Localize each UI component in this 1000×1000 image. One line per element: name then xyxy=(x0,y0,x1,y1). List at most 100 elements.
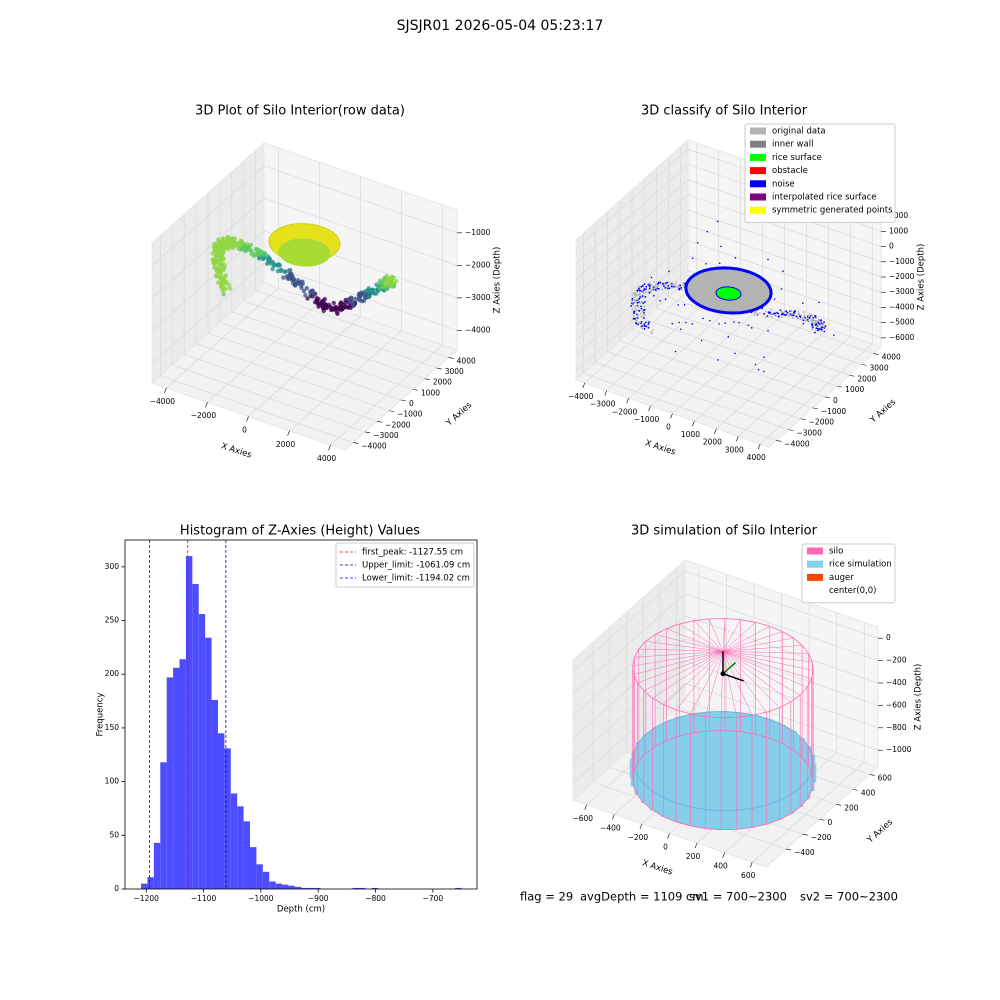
x-tick-label: −1000 xyxy=(248,894,274,903)
grid-line xyxy=(151,263,265,364)
scatter-point xyxy=(384,273,389,279)
silo-wire xyxy=(722,651,753,716)
scatter-point xyxy=(757,368,760,371)
bar xyxy=(275,883,283,889)
tick-mark xyxy=(802,833,808,836)
legend-label: rice simulation xyxy=(829,560,892,570)
scatter-point xyxy=(678,287,680,290)
scatter-point xyxy=(377,278,383,283)
scatter-point xyxy=(642,323,644,326)
scatter-point xyxy=(803,314,806,317)
grid-line xyxy=(687,240,882,308)
scatter-point xyxy=(662,282,664,285)
scatter-point xyxy=(644,295,647,298)
legend-label: Upper_limit: -1061.09 cm xyxy=(362,561,470,571)
scatter-point xyxy=(633,292,636,295)
scatter-point xyxy=(656,285,659,288)
scatter-point xyxy=(632,301,635,304)
scatter-point xyxy=(635,322,638,324)
scatter-point xyxy=(221,291,226,297)
scatter-point xyxy=(808,318,811,320)
scatter-point xyxy=(764,316,767,319)
scatter-point xyxy=(290,281,296,286)
bar xyxy=(141,883,148,889)
scatter-point xyxy=(734,257,737,259)
x-tick-label: −2000 xyxy=(191,411,217,420)
tick-mark xyxy=(604,390,607,396)
silo-rim xyxy=(632,730,814,831)
scatter-point xyxy=(639,296,642,298)
scatter-point xyxy=(263,252,268,257)
x-axis-label: Depth (cm) xyxy=(277,905,325,915)
scatter-point xyxy=(702,317,704,320)
scatter-point xyxy=(807,315,810,318)
scatter-point xyxy=(643,324,646,327)
scatter-point xyxy=(678,321,680,324)
silo-wire xyxy=(722,651,792,702)
grid-line xyxy=(575,240,689,341)
z-axis-label: Z Axies (Depth) xyxy=(917,244,927,311)
tick-mark xyxy=(749,862,753,868)
scatter-point xyxy=(822,324,825,326)
grid-line xyxy=(151,198,265,299)
legend-swatch xyxy=(750,140,766,148)
scatter-point xyxy=(811,328,813,331)
scatter-point xyxy=(779,309,782,312)
tick-mark xyxy=(246,416,249,422)
tick-mark xyxy=(824,396,831,399)
bar xyxy=(205,637,212,889)
scatter-point xyxy=(821,326,823,329)
legend-label: rice surface xyxy=(772,153,822,163)
x-tick-label: 2000 xyxy=(703,438,722,447)
grid-line xyxy=(207,332,402,401)
scatter-point xyxy=(635,319,638,322)
scatter-point xyxy=(285,276,290,281)
tick-mark xyxy=(412,389,418,391)
axes-3d: −4000−2000020004000−4000−3000−2000−10000… xyxy=(150,141,503,463)
bar xyxy=(224,748,231,889)
silo-wire xyxy=(690,651,724,715)
scatter-point xyxy=(786,311,789,314)
scatter-point xyxy=(636,301,639,304)
y-tick-label: 4000 xyxy=(457,356,476,365)
footer-text: avgDepth = 1109 cm xyxy=(580,890,704,904)
grid-line xyxy=(684,638,879,706)
scatter-point xyxy=(763,312,766,315)
y-tick-label: 4000 xyxy=(882,353,901,362)
scatter-point xyxy=(682,282,684,285)
scatter-point xyxy=(303,292,308,298)
scatter-point xyxy=(756,313,759,315)
silo-wire xyxy=(638,648,723,652)
scatter-point xyxy=(817,323,820,326)
x-tick-label: 4000 xyxy=(747,453,766,462)
auger xyxy=(722,673,744,682)
tick-mark xyxy=(328,444,331,451)
x-tick-label: −200 xyxy=(628,833,649,842)
tick-mark xyxy=(389,410,395,412)
tick-mark xyxy=(812,407,818,410)
scatter-point xyxy=(770,313,772,316)
scatter-point xyxy=(640,300,643,303)
tick-mark xyxy=(582,382,586,389)
scatter-point xyxy=(807,319,810,322)
scatter-point xyxy=(797,310,799,313)
tick-mark xyxy=(400,399,407,402)
z-tick-label: −6000 xyxy=(889,333,915,342)
grid-line xyxy=(607,351,801,420)
tick-mark xyxy=(377,420,383,423)
scatter-point xyxy=(669,283,672,286)
scatter-point xyxy=(639,321,641,324)
bar xyxy=(294,886,302,889)
silo-wire xyxy=(633,651,724,675)
z-tick-label: −800 xyxy=(886,723,907,732)
scatter-point xyxy=(225,237,230,242)
grid-line xyxy=(595,362,789,430)
silo-wire xyxy=(663,651,724,705)
scatter-point xyxy=(631,297,634,300)
scatter-point xyxy=(359,298,365,304)
scatter-point xyxy=(677,285,679,287)
scatter-point xyxy=(371,290,376,296)
scatter-point xyxy=(754,363,757,366)
scatter-point xyxy=(814,331,816,334)
scatter-point xyxy=(641,295,644,297)
